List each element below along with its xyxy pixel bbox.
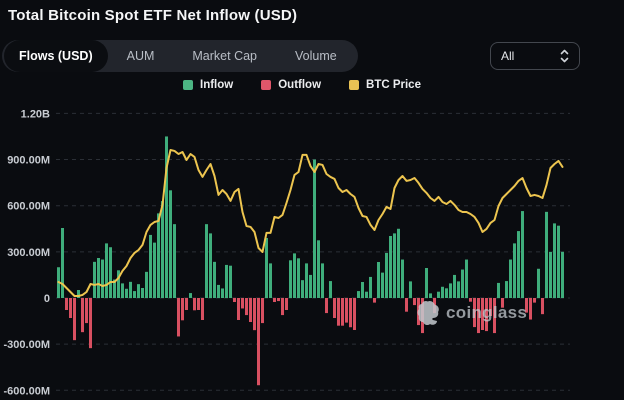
- svg-text:-300.00M: -300.00M: [4, 339, 50, 351]
- tab-market-cap[interactable]: Market Cap: [192, 49, 257, 63]
- svg-text:600.00M: 600.00M: [7, 201, 50, 213]
- svg-text:0: 0: [44, 293, 50, 305]
- legend-item-outflow[interactable]: Outflow: [261, 79, 321, 91]
- flows-chart-canvas[interactable]: 1.20B 900.00M 600.00M 300.00M 0 -300.00M -600.…: [0, 100, 624, 400]
- range-select-value: All: [501, 49, 515, 63]
- legend-label-inflow: Inflow: [200, 79, 234, 91]
- tab-bar: Flows (USD) AUM Market Cap Volume: [2, 40, 358, 72]
- chart-legend: Inflow Outflow BTC Price: [0, 79, 614, 91]
- tab-flows-usd[interactable]: Flows (USD): [4, 40, 108, 72]
- btc-price-swatch-icon: [349, 80, 360, 90]
- svg-text:-600.00M: -600.00M: [4, 385, 50, 397]
- legend-label-btc-price: BTC Price: [366, 79, 421, 91]
- legend-label-outflow: Outflow: [278, 79, 322, 91]
- svg-text:300.00M: 300.00M: [7, 247, 50, 259]
- svg-text:1.20B: 1.20B: [21, 108, 50, 120]
- inflow-swatch-icon: [183, 80, 193, 90]
- outflow-swatch-icon: [261, 80, 272, 90]
- svg-text:900.00M: 900.00M: [7, 155, 50, 167]
- flows-chart[interactable]: 1.20B 900.00M 600.00M 300.00M 0 -300.00M -600.…: [0, 100, 624, 400]
- up-down-chevrons-icon: [560, 49, 569, 63]
- tab-aum[interactable]: AUM: [126, 49, 155, 63]
- range-select[interactable]: All: [490, 42, 580, 70]
- legend-item-inflow[interactable]: Inflow: [183, 79, 233, 91]
- legend-item-btc-price[interactable]: BTC Price: [349, 79, 421, 91]
- tab-volume[interactable]: Volume: [295, 49, 337, 63]
- page-title: Total Bitcoin Spot ETF Net Inflow (USD): [8, 7, 298, 24]
